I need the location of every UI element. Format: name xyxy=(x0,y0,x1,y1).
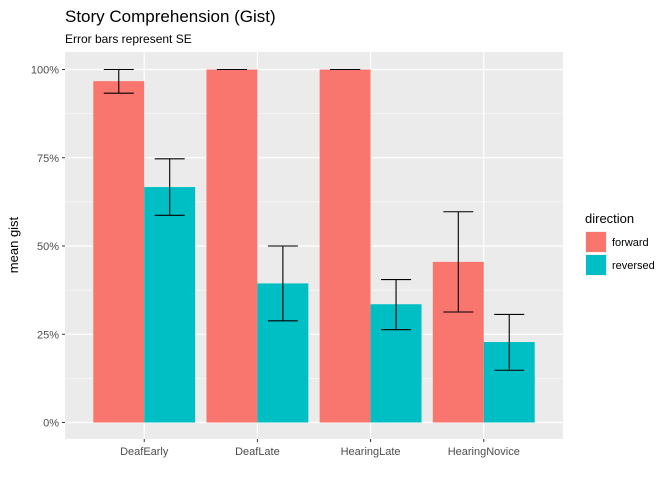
y-tick-label: 50% xyxy=(37,241,59,253)
legend-swatch-reversed xyxy=(586,255,606,275)
chart-subtitle: Error bars represent SE xyxy=(65,32,192,46)
bar-reversed-DeafEarly xyxy=(144,187,196,423)
x-tick-label: HearingLate xyxy=(341,446,401,458)
legend-swatch-forward xyxy=(586,232,606,252)
y-tick-label: 0% xyxy=(43,418,59,430)
x-tick-label: HearingNovice xyxy=(448,446,520,458)
bar-forward-DeafLate xyxy=(206,69,258,423)
legend-label-reversed: reversed xyxy=(612,260,655,272)
legend-label-forward: forward xyxy=(612,237,649,249)
y-tick-label: 25% xyxy=(37,329,59,341)
error-bars xyxy=(103,68,525,371)
chart-title: Story Comprehension (Gist) xyxy=(65,7,276,26)
bar-forward-HearingLate xyxy=(319,69,371,423)
legend-title: direction xyxy=(585,211,634,226)
bars xyxy=(93,69,535,423)
x-tick-label: DeafLate xyxy=(235,446,280,458)
x-tick-label: DeafEarly xyxy=(120,446,169,458)
y-axis: 0% 25% 50% 75% 100% xyxy=(31,65,65,430)
y-axis-title: mean gist xyxy=(6,216,21,273)
y-tick-label: 100% xyxy=(31,65,59,77)
bar-forward-DeafEarly xyxy=(93,81,145,423)
legend: direction forward reversed xyxy=(585,211,655,276)
x-axis: DeafEarly DeafLate HearingLate HearingNovic… xyxy=(120,439,520,458)
y-tick-label: 75% xyxy=(37,153,59,165)
